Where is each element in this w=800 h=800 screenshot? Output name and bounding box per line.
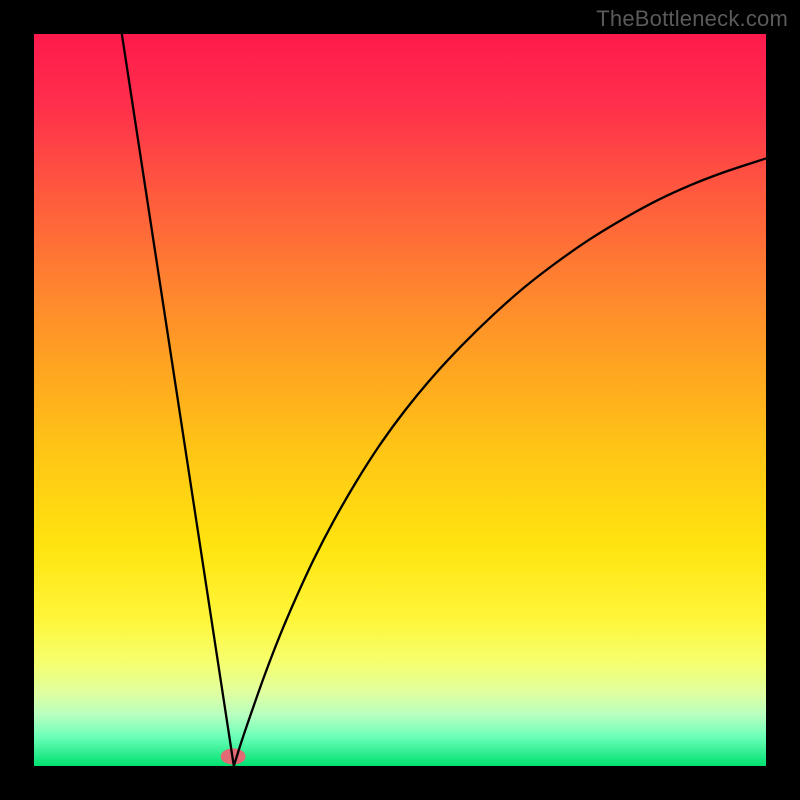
plot-background: [34, 34, 766, 766]
chart-container: TheBottleneck.com: [0, 0, 800, 800]
watermark-text: TheBottleneck.com: [596, 6, 788, 32]
bottleneck-chart: [0, 0, 800, 800]
